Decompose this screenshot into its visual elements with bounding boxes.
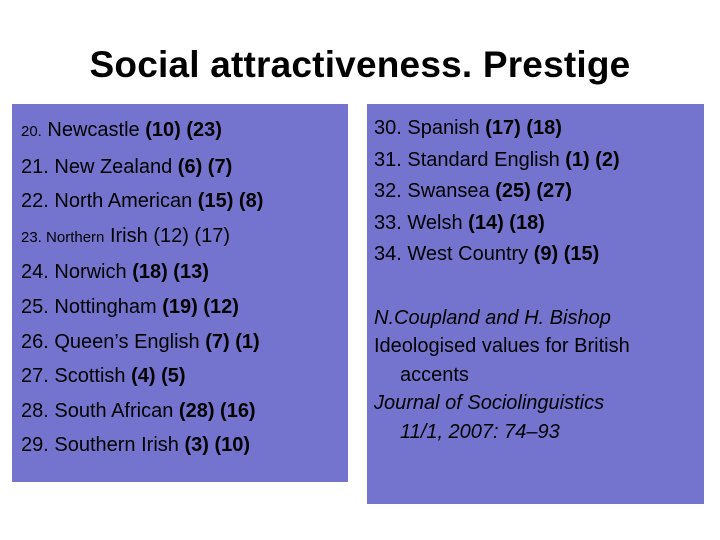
accent-name: Welsh (407, 211, 463, 234)
list-item: 24. Norwich (18) (13) (21, 255, 348, 290)
list-item: 28. South African (28) (16) (21, 394, 348, 429)
item-number: 27. (21, 365, 49, 388)
item-number: 28. (21, 399, 49, 422)
rank-values: (10) (23) (145, 119, 222, 141)
accent-name: New Zealand (54, 155, 173, 178)
list-item: 25. Nottingham (19) (12) (21, 290, 348, 325)
item-number: 22. (21, 190, 49, 213)
list-item: 31. Standard English (1) (2) (374, 145, 704, 177)
rank-values: (4) (5) (131, 365, 186, 388)
list-item: 26. Queen’s English (7) (1) (21, 325, 348, 360)
accent-name: Irish (109, 224, 148, 247)
accent-name: Standard English (407, 148, 560, 171)
list-item: 23. Northern Irish (12) (17) (21, 219, 348, 256)
item-number: 29. (21, 434, 49, 457)
rank-values: (15) (8) (197, 190, 264, 213)
rank-values: (19) (12) (162, 295, 239, 318)
left-accent-list: 20. Newcastle (10) (23) 21. New Zealand … (12, 104, 348, 482)
reference-journal-line-2: 11/1, 2007: 74–93 (400, 420, 560, 443)
reference-journal-line-1: Journal of Sociolinguistics (374, 392, 605, 414)
accent-name: Nottingham (54, 295, 157, 318)
accent-name: Southern Irish (54, 434, 179, 457)
list-item: 34. West Country (9) (15) (374, 239, 704, 271)
accent-name: Scottish (54, 365, 126, 388)
rank-values: (18) (13) (132, 261, 209, 284)
rank-values: (1) (2) (565, 148, 620, 171)
rank-values: (25) (27) (495, 180, 572, 202)
accent-name: South African (54, 399, 174, 422)
item-number: 32. (374, 180, 402, 202)
list-item: 27. Scottish (4) (5) (21, 359, 348, 394)
item-number: 31. (374, 148, 402, 171)
rank-values: (12) (17) (153, 224, 231, 247)
accent-name: North American (54, 190, 193, 213)
accent-name: Queen’s English (54, 330, 200, 353)
list-item: 33. Welsh (14) (18) (374, 208, 704, 240)
item-number: 24. (21, 261, 49, 284)
accent-name: West Country (407, 243, 529, 265)
list-item: 20. Newcastle (10) (23) (21, 113, 348, 150)
list-item: 32. Swansea (25) (27) (374, 176, 704, 208)
reference-authors: N.Coupland and H. Bishop (374, 306, 611, 329)
item-number: 20. (21, 123, 42, 140)
rank-values: (17) (18) (485, 117, 562, 139)
accent-name: Norwich (54, 261, 127, 284)
list-item: 21. New Zealand (6) (7) (21, 150, 348, 185)
item-number: 30. (374, 117, 402, 139)
rank-values: (28) (16) (178, 399, 256, 422)
list-item: 22. North American (15) (8) (21, 184, 348, 219)
accent-name: Swansea (407, 180, 490, 202)
item-number: 23. Northern (21, 228, 105, 246)
accent-name: Newcastle (47, 119, 140, 141)
item-number: 33. (374, 211, 402, 234)
right-accent-list: 30. Spanish (17) (18) 31. Standard Engli… (367, 104, 704, 504)
rank-values: (9) (15) (533, 243, 600, 265)
rank-values: (3) (10) (184, 434, 251, 457)
item-number: 21. (21, 155, 49, 178)
rank-values: (14) (18) (468, 211, 545, 234)
list-item: 29. Southern Irish (3) (10) (21, 428, 348, 463)
rank-values: (6) (7) (177, 155, 233, 178)
accent-name: Spanish (407, 117, 480, 139)
rank-values: (7) (1) (205, 330, 260, 353)
reference-title-line-1: Ideologised values for British (374, 335, 630, 357)
item-number: 34. (374, 243, 402, 265)
reference-citation: N.Coupland and H. Bishop Ideologised val… (374, 304, 704, 447)
slide-title: Social attractiveness. Prestige (89, 44, 631, 85)
item-number: 25. (21, 295, 49, 318)
list-item: 30. Spanish (17) (18) (374, 113, 704, 145)
reference-title-line-2: accents (400, 363, 469, 386)
item-number: 26. (21, 330, 49, 353)
